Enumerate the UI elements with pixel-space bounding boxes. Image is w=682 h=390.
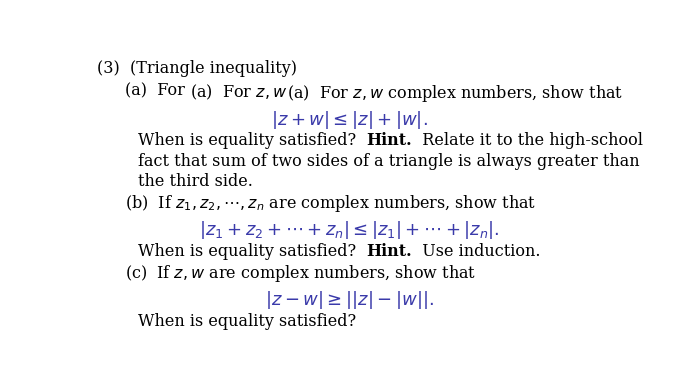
Text: When is equality satisfied?: When is equality satisfied? — [138, 312, 356, 330]
Text: Hint.: Hint. — [366, 243, 412, 260]
Text: When is equality satisfied?: When is equality satisfied? — [138, 132, 366, 149]
Text: Hint.: Hint. — [366, 132, 412, 149]
Text: When is equality satisfied?: When is equality satisfied? — [138, 243, 366, 260]
Text: (c)  If $z, w$ are complex numbers, show that: (c) If $z, w$ are complex numbers, show … — [125, 263, 476, 284]
Text: the third side.: the third side. — [138, 173, 253, 190]
Text: (a)  For $z, w$ complex numbers, show that: (a) For $z, w$ complex numbers, show tha… — [287, 83, 623, 104]
Text: fact that sum of two sides of a triangle is always greater than: fact that sum of two sides of a triangle… — [138, 152, 640, 170]
Text: Use induction.: Use induction. — [412, 243, 541, 260]
Text: $|z_1 + z_2 + \cdots + z_n| \leq |z_1| + \cdots + |z_n|.$: $|z_1 + z_2 + \cdots + z_n| \leq |z_1| +… — [199, 220, 500, 241]
Text: (3)  (Triangle inequality): (3) (Triangle inequality) — [97, 60, 297, 77]
Text: (a)  For $z, w$: (a) For $z, w$ — [190, 83, 287, 102]
Text: (a)  For: (a) For — [125, 83, 190, 100]
Text: $|z + w| \leq |z| + |w|.$: $|z + w| \leq |z| + |w|.$ — [271, 109, 428, 131]
Text: Relate it to the high-school: Relate it to the high-school — [412, 132, 643, 149]
Text: $|z - w| \geq ||z| - |w||.$: $|z - w| \geq ||z| - |w||.$ — [265, 289, 434, 312]
Text: (b)  If $z_1, z_2, \cdots , z_n$ are complex numbers, show that: (b) If $z_1, z_2, \cdots , z_n$ are comp… — [125, 193, 536, 214]
